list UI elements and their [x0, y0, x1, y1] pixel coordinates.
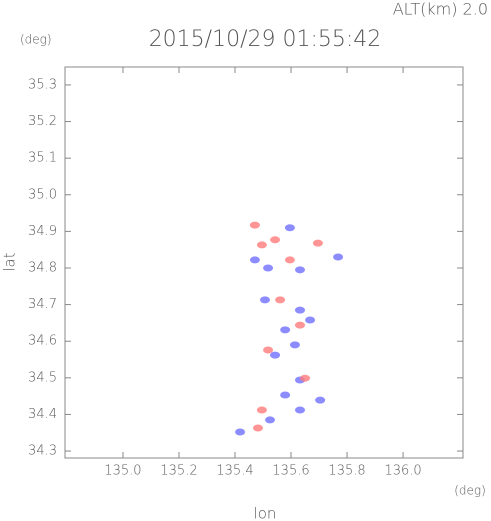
data-point: [305, 316, 316, 324]
y-tick-label: 34.5: [28, 370, 57, 385]
x-axis-label: lon: [254, 505, 277, 521]
data-point: [249, 221, 260, 229]
x-tick-label: 135.6: [272, 464, 309, 479]
x-tick-label: 135.0: [104, 464, 141, 479]
data-point: [280, 326, 291, 334]
data-point: [235, 428, 246, 436]
y-unit: (deg): [20, 33, 52, 47]
x-tick-label: 135.8: [328, 464, 365, 479]
data-point: [263, 346, 274, 354]
y-tick-label: 34.4: [28, 407, 57, 422]
data-point: [270, 351, 281, 359]
data-point: [333, 253, 344, 261]
data-point: [256, 406, 267, 414]
y-tick-label: 34.9: [28, 224, 57, 239]
data-point: [256, 241, 267, 249]
x-tick-label: 136.0: [384, 464, 421, 479]
data-point: [294, 406, 305, 414]
y-tick-label: 35.2: [28, 114, 57, 129]
data-point: [249, 256, 260, 264]
annotation: ALT(km) 2.0: [393, 0, 488, 19]
data-point: [270, 236, 281, 244]
plot-frame: [64, 66, 464, 459]
data-point: [252, 424, 263, 432]
data-point: [275, 296, 286, 304]
data-point: [294, 321, 305, 329]
y-tick-label: 34.6: [28, 334, 57, 349]
y-tick-label: 34.3: [28, 444, 57, 459]
x-tick-label: 135.4: [216, 464, 253, 479]
data-point: [259, 296, 270, 304]
data-point: [280, 391, 291, 399]
y-tick-label: 35.1: [28, 151, 57, 166]
y-tick-label: 34.7: [28, 297, 57, 312]
chart-title: 2015/10/29 01:55:42: [149, 27, 382, 52]
x-tick-label: 135.2: [160, 464, 197, 479]
y-axis-label: lat: [1, 252, 19, 271]
data-point: [289, 341, 300, 349]
data-point: [300, 374, 311, 382]
y-tick-label: 35.3: [28, 77, 57, 92]
x-unit: (deg): [454, 484, 486, 498]
y-tick-label: 35.0: [28, 187, 57, 202]
data-point: [315, 396, 326, 404]
data-point: [263, 264, 274, 272]
data-point: [265, 416, 276, 424]
data-point: [312, 239, 323, 247]
data-point: [284, 224, 295, 232]
data-point: [294, 306, 305, 314]
data-point: [284, 256, 295, 264]
y-tick-label: 34.8: [28, 260, 57, 275]
data-point: [294, 266, 305, 274]
